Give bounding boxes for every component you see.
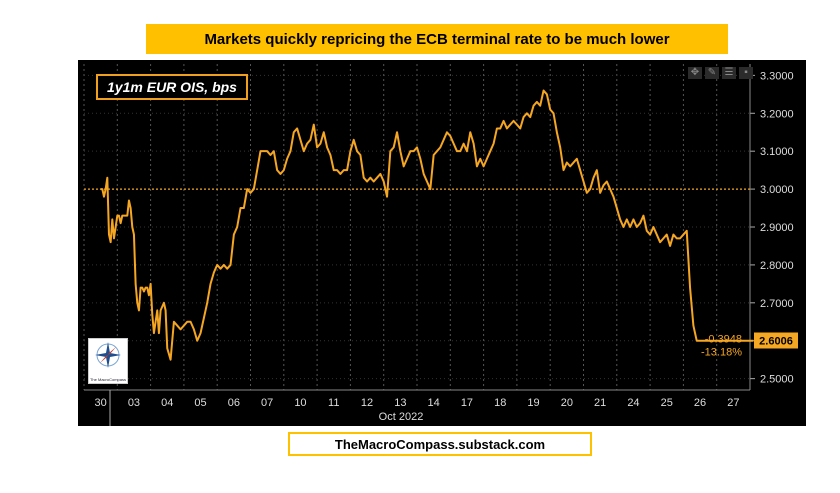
x-tick-label: 26: [694, 397, 706, 409]
x-tick-label: 06: [228, 397, 240, 409]
edit-icon[interactable]: ✎: [705, 67, 719, 79]
x-tick-label: 19: [527, 397, 539, 409]
x-tick-label: 04: [161, 397, 173, 409]
compass-icon: [95, 342, 121, 368]
x-axis-label: Oct 2022: [379, 411, 424, 423]
x-tick-label: 10: [294, 397, 306, 409]
chart-title: 1y1m EUR OIS, bps: [96, 74, 248, 100]
y-tick-label: 2.7000: [760, 298, 794, 310]
y-tick-label: 2.5000: [760, 374, 794, 386]
x-tick-label: 12: [361, 397, 373, 409]
x-tick-label: 25: [661, 397, 673, 409]
y-tick-label: 3.2000: [760, 108, 794, 120]
y-tick-label: 3.1000: [760, 146, 794, 158]
y-tick-label: 3.0000: [760, 184, 794, 196]
x-tick-label: 20: [561, 397, 573, 409]
logo: The MacroCompass: [88, 338, 128, 384]
last-value-label: 2.6006: [759, 335, 793, 347]
change-bps-label: -0.3948: [705, 333, 742, 345]
x-tick-label: 07: [261, 397, 273, 409]
move-icon[interactable]: ✥: [688, 67, 702, 79]
chart-panel: 30 03 04 05 06 07 10 11 12 13 14 17 18 19 20 21 24 25 26 27…: [78, 60, 806, 426]
x-tick-label: 13: [394, 397, 406, 409]
y-tick-label: 2.9000: [760, 222, 794, 234]
menu-icon[interactable]: ☰: [722, 67, 736, 79]
x-tick-label: 21: [594, 397, 606, 409]
chart-toolbar: ✥ ✎ ☰ ▪: [688, 62, 764, 79]
x-tick-label: 24: [627, 397, 639, 409]
x-tick-label: 14: [428, 397, 440, 409]
x-tick-label: 03: [128, 397, 140, 409]
x-tick-label: 27: [727, 397, 739, 409]
footer-source: TheMacroCompass.substack.com: [288, 432, 592, 456]
x-tick-label: 05: [194, 397, 206, 409]
y-tick-label: 3.3000: [760, 70, 794, 82]
x-tick-label: 17: [461, 397, 473, 409]
page-title: Markets quickly repricing the ECB termin…: [146, 24, 728, 54]
line-chart: 30 03 04 05 06 07 10 11 12 13 14 17 18 19 20 21 24 25 26 27…: [83, 64, 798, 426]
logo-text: The MacroCompass: [89, 377, 126, 382]
x-tick-label: 11: [328, 397, 339, 409]
change-pct-label: -13.18%: [701, 346, 742, 358]
last-value-badge: [754, 332, 798, 349]
x-tick-label: 18: [494, 397, 506, 409]
settings-icon[interactable]: ▪: [739, 67, 753, 79]
x-tick-label: 30: [95, 397, 107, 409]
series-line: [100, 89, 754, 361]
y-tick-label: 2.8000: [760, 260, 794, 272]
